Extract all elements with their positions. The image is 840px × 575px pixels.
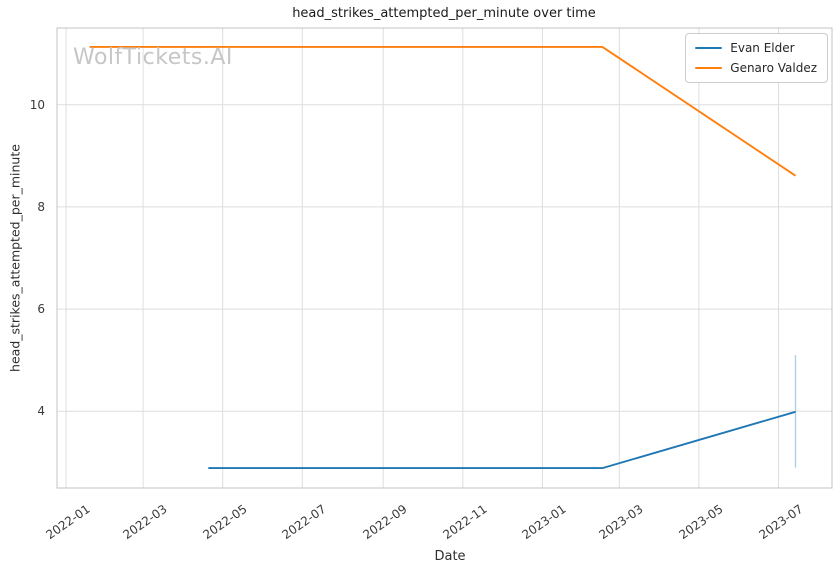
legend-label-evan-elder: Evan Elder	[730, 41, 795, 55]
legend-item-evan-elder: Evan Elder	[695, 39, 817, 57]
y-tick-label: 4	[37, 404, 45, 419]
y-tick-label: 8	[37, 199, 45, 214]
y-axis-label: head_strikes_attempted_per_minute	[7, 144, 23, 372]
chart-title: head_strikes_attempted_per_minute over t…	[292, 6, 596, 21]
watermark-text: WolfTickets.AI	[73, 45, 233, 70]
legend: Evan Elder Genaro Valdez	[685, 33, 828, 83]
legend-label-genaro-valdez: Genaro Valdez	[730, 61, 817, 75]
x-axis-label: Date	[434, 549, 466, 564]
y-tick-label: 10	[29, 97, 45, 112]
y-tick-label: 6	[37, 302, 45, 317]
legend-line-swatch-blue-icon	[695, 46, 723, 50]
legend-line-swatch-orange-icon	[695, 66, 723, 70]
legend-item-genaro-valdez: Genaro Valdez	[695, 59, 817, 77]
